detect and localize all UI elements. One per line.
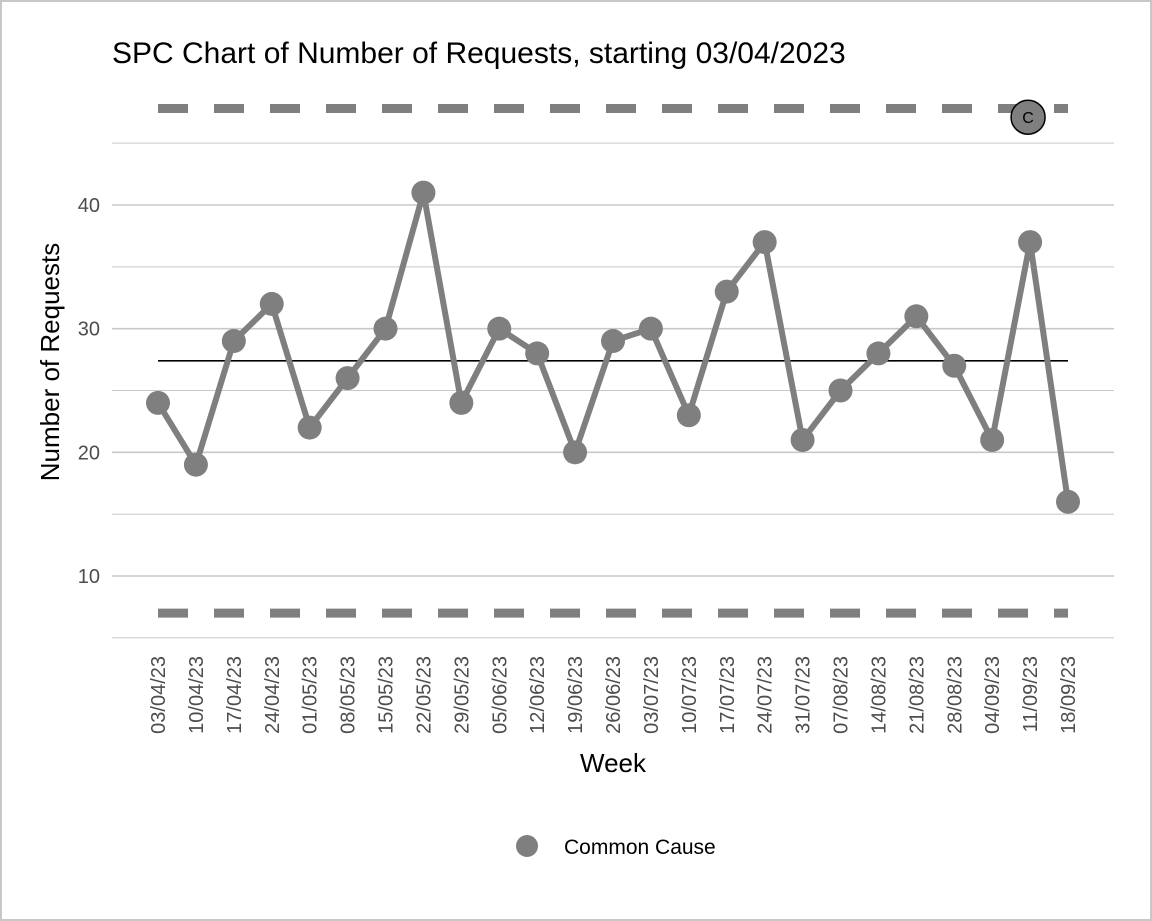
x-tick-label: 01/05/23 (300, 656, 322, 734)
x-tick-label: 17/07/23 (717, 656, 739, 734)
grid-lines (112, 142, 1114, 639)
x-tick-label: 28/08/23 (944, 656, 966, 734)
x-tick-label: 10/07/23 (679, 656, 701, 734)
data-point (638, 316, 663, 341)
legend: Common Cause (516, 835, 716, 859)
data-point (411, 180, 436, 205)
x-tick-label: 29/05/23 (451, 656, 473, 734)
x-tick-label: 26/06/23 (603, 656, 625, 734)
annotation-label: C (1022, 110, 1034, 127)
x-tick-label: 19/06/23 (565, 656, 587, 734)
x-tick-label: 14/08/23 (868, 656, 890, 734)
x-tick-label: 05/06/23 (489, 656, 511, 734)
data-point (1056, 489, 1080, 514)
y-axis-title: Number of Requests (35, 243, 65, 481)
x-tick-label: 03/04/23 (148, 656, 170, 734)
x-tick-label: 24/07/23 (755, 656, 777, 734)
data-point (373, 316, 398, 341)
data-point (980, 427, 1005, 452)
data-point (1018, 230, 1043, 255)
data-point (828, 378, 853, 403)
x-tick-label: 31/07/23 (793, 656, 815, 734)
data-point (942, 353, 967, 378)
data-point (221, 329, 246, 354)
data-point (335, 366, 360, 391)
data-point (449, 390, 474, 415)
y-tick-label: 20 (78, 442, 100, 464)
data-point (752, 230, 777, 255)
data-point (525, 341, 550, 366)
data-point (297, 415, 322, 440)
x-tick-label: 07/08/23 (831, 656, 853, 734)
series-group (146, 180, 1080, 514)
x-axis-title: Week (580, 748, 647, 778)
data-point (146, 390, 170, 415)
control-limits (158, 104, 1068, 618)
y-tick-label: 30 (78, 319, 100, 341)
data-point (714, 279, 739, 304)
x-tick-label: 04/09/23 (982, 656, 1004, 734)
x-tick-label: 17/04/23 (224, 656, 246, 734)
x-tick-label: 18/09/23 (1058, 656, 1080, 734)
chart-title: SPC Chart of Number of Requests, startin… (112, 37, 846, 70)
x-tick-label: 12/06/23 (527, 656, 549, 734)
annotation-badge (1010, 99, 1046, 135)
data-point (904, 304, 929, 329)
data-point (601, 329, 625, 354)
data-point (183, 452, 208, 477)
y-tick-label: 10 (78, 566, 100, 588)
y-tick-labels: 10 20 30 40 (78, 195, 100, 588)
x-tick-label: 22/05/23 (413, 656, 435, 734)
x-tick-labels: 03/04/23 10/04/23 17/04/23 24/04/23 01/05/23… (148, 656, 1080, 734)
data-point (866, 341, 891, 366)
data-point (487, 316, 512, 341)
data-point (676, 403, 701, 428)
x-tick-label: 11/09/23 (1020, 656, 1042, 732)
data-point (790, 427, 815, 452)
data-point (563, 440, 588, 465)
legend-label: Common Cause (564, 836, 716, 859)
y-tick-label: 40 (78, 195, 100, 217)
annotation-group: C (1010, 99, 1046, 135)
legend-marker (516, 835, 538, 857)
x-tick-label: 03/07/23 (641, 656, 663, 734)
x-tick-label: 10/04/23 (186, 656, 208, 734)
x-tick-label: 24/04/23 (262, 656, 284, 734)
x-tick-label: 15/05/23 (376, 656, 398, 734)
data-point (259, 291, 284, 316)
x-tick-label: 08/05/23 (338, 656, 360, 734)
x-tick-label: 21/08/23 (906, 656, 928, 734)
